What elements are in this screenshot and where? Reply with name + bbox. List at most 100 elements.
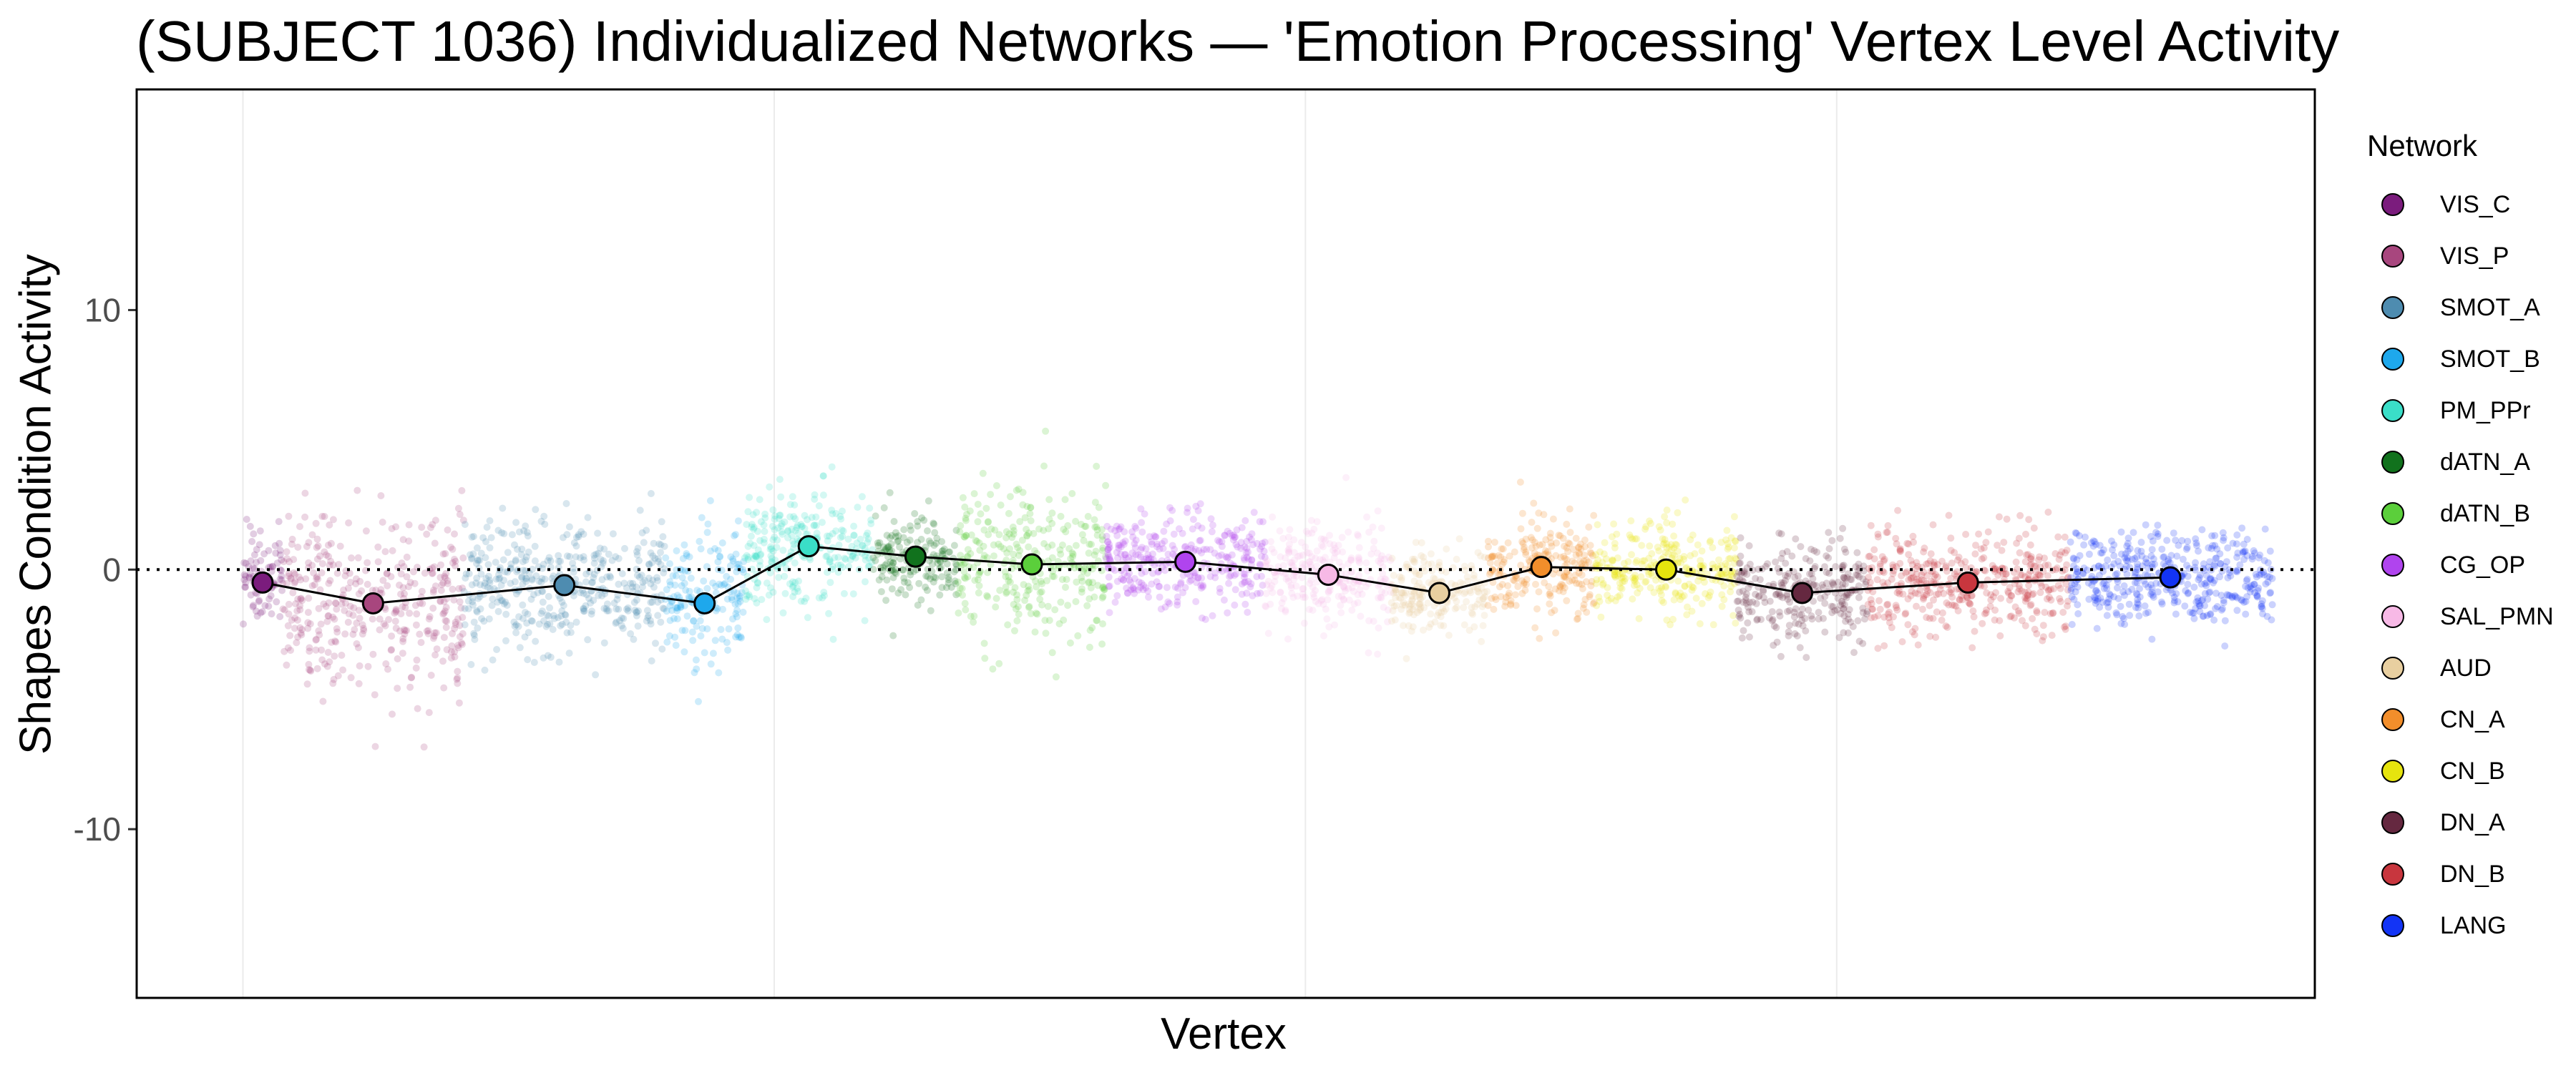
vertex-point: [879, 543, 887, 551]
vertex-point: [1738, 634, 1746, 642]
vertex-point: [1106, 544, 1113, 552]
vertex-point: [1044, 602, 1052, 610]
vertex-point: [1563, 520, 1571, 528]
vertex-point: [1572, 534, 1580, 542]
vertex-point: [956, 559, 964, 567]
legend-label: SAL_PMN: [2440, 602, 2554, 630]
vertex-point: [997, 501, 1005, 509]
vertex-point: [1646, 584, 1654, 592]
vertex-point: [789, 493, 796, 501]
vertex-point: [522, 574, 530, 582]
vertex-point: [1241, 600, 1249, 608]
vertex-point: [580, 589, 587, 597]
vertex-point: [548, 574, 556, 582]
vertex-point: [1342, 570, 1350, 577]
vertex-point: [291, 579, 298, 587]
vertex-point: [480, 582, 488, 589]
vertex-point: [582, 602, 590, 609]
vertex-point: [1821, 599, 1829, 607]
vertex-point: [1085, 540, 1093, 548]
network-points-SAL_PMN: [1262, 474, 1395, 658]
vertex-point: [580, 607, 588, 615]
vertex-point: [1585, 523, 1593, 531]
vertex-point: [840, 589, 848, 597]
legend-item-DN_A: DN_A: [2361, 797, 2569, 848]
vertex-point: [379, 577, 387, 584]
vertex-point: [641, 577, 649, 584]
vertex-point: [1611, 539, 1619, 547]
vertex-point: [348, 554, 355, 562]
vertex-point: [1014, 603, 1022, 610]
vertex-point: [1330, 541, 1338, 549]
vertex-point: [297, 595, 305, 603]
vertex-point: [672, 604, 680, 612]
vertex-point: [829, 530, 836, 537]
vertex-point: [1137, 553, 1145, 561]
vertex-point: [1040, 526, 1048, 534]
vertex-point: [1506, 589, 1513, 597]
vertex-point: [1221, 531, 1229, 539]
vertex-point: [797, 521, 805, 529]
vertex-point: [403, 627, 411, 635]
vertex-point: [673, 572, 680, 580]
vertex-point: [452, 562, 459, 570]
vertex-point: [474, 624, 482, 632]
vertex-point: [1915, 577, 1923, 585]
vertex-point: [329, 516, 337, 524]
vertex-point: [1045, 515, 1053, 523]
vertex-point: [987, 491, 995, 499]
vertex-point: [1645, 554, 1653, 562]
vertex-point: [482, 574, 490, 582]
vertex-point: [992, 482, 1000, 489]
vertex-point: [933, 534, 941, 542]
vertex-point: [1735, 559, 1743, 567]
vertex-point: [1303, 549, 1311, 557]
vertex-point: [1786, 598, 1794, 606]
vertex-point: [496, 594, 504, 602]
vertex-point: [369, 615, 376, 623]
vertex-point: [889, 574, 897, 582]
vertex-point: [596, 544, 604, 552]
vertex-point: [459, 629, 467, 637]
vertex-point: [811, 521, 819, 529]
vertex-point: [802, 594, 810, 602]
vertex-point: [1018, 536, 1026, 544]
vertex-point: [316, 631, 323, 639]
vertex-point: [1884, 521, 1892, 529]
vertex-point: [750, 525, 758, 533]
vertex-point: [2172, 610, 2180, 618]
vertex-point: [2190, 614, 2198, 622]
vertex-point: [439, 657, 447, 665]
vertex-point: [841, 554, 849, 562]
vertex-point: [250, 565, 258, 573]
vertex-point: [355, 607, 363, 614]
vertex-point: [945, 573, 952, 581]
vertex-point: [750, 542, 758, 549]
vertex-point: [1405, 609, 1413, 617]
vertex-point: [1026, 510, 1034, 518]
vertex-point: [1538, 541, 1546, 549]
vertex-point: [925, 537, 933, 545]
vertex-point: [1633, 557, 1641, 564]
vertex-point: [1284, 574, 1292, 582]
vertex-point: [1517, 562, 1525, 569]
vertex-point: [470, 533, 477, 540]
vertex-point: [1994, 542, 2001, 549]
vertex-point: [1356, 559, 1363, 567]
vertex-point: [763, 579, 771, 587]
vertex-point: [535, 620, 543, 628]
vertex-point: [1931, 559, 1938, 566]
vertex-point: [980, 526, 988, 534]
vertex-point: [327, 557, 335, 565]
vertex-point: [575, 533, 582, 541]
vertex-point: [1014, 544, 1022, 552]
vertex-point: [1298, 574, 1306, 582]
vertex-point: [678, 574, 686, 582]
vertex-point: [1010, 526, 1018, 534]
network-mean-point-DN_B: [1956, 571, 1979, 594]
vertex-point: [580, 605, 587, 613]
vertex-point: [560, 602, 567, 609]
vertex-point: [1148, 580, 1156, 588]
vertex-point: [1324, 596, 1332, 604]
vertex-point: [523, 529, 531, 536]
